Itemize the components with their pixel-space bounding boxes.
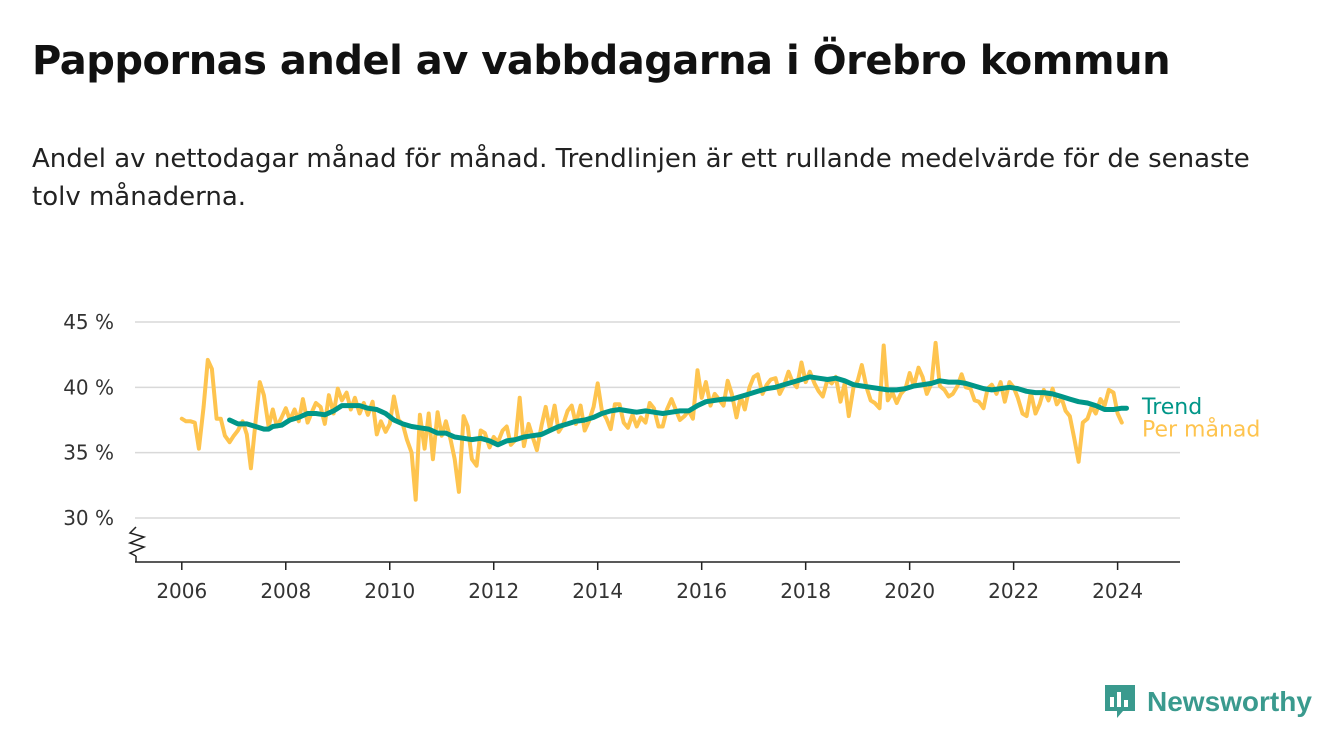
y-tick-label: 35 %: [63, 441, 114, 465]
y-tick-label: 30 %: [63, 506, 114, 530]
chart-title: Pappornas andel av vabbdagarna i Örebro …: [32, 38, 1171, 84]
x-tick-label: 2016: [676, 579, 727, 603]
series-lines: [179, 340, 1129, 502]
x-tick-label: 2006: [156, 579, 207, 603]
x-tick-label: 2020: [884, 579, 935, 603]
x-tick-label: 2022: [988, 579, 1039, 603]
series-label-trend: Trend: [1141, 395, 1202, 420]
x-tick-label: 2014: [572, 579, 623, 603]
series-label-per-manad: Per månad: [1142, 417, 1260, 443]
x-tick-label: 2018: [780, 579, 831, 603]
x-tick-label: 2010: [364, 579, 415, 603]
series-line-trend: [227, 374, 1129, 448]
newsworthy-logo-icon: [1105, 685, 1135, 718]
brand-name: Newsworthy: [1147, 686, 1312, 717]
x-axis: 2006 2008 2010 2012 2014 2016 2018 2020 2022 2024: [135, 561, 1180, 603]
series-line-per-manad: [179, 340, 1124, 502]
y-tick-label: 45 %: [63, 310, 114, 334]
chart-subtitle: Andel av nettodagar månad för månad. Tre…: [32, 144, 1250, 212]
axis-break-icon: [127, 526, 147, 557]
x-tick-label: 2024: [1092, 579, 1143, 603]
y-axis: 30 % 35 % 40 % 45 %: [63, 310, 147, 562]
x-tick-label: 2008: [260, 579, 311, 603]
brand-logo: Newsworthy: [1103, 683, 1312, 721]
y-tick-label: 40 %: [63, 375, 114, 399]
x-tick-label: 2012: [468, 579, 519, 603]
